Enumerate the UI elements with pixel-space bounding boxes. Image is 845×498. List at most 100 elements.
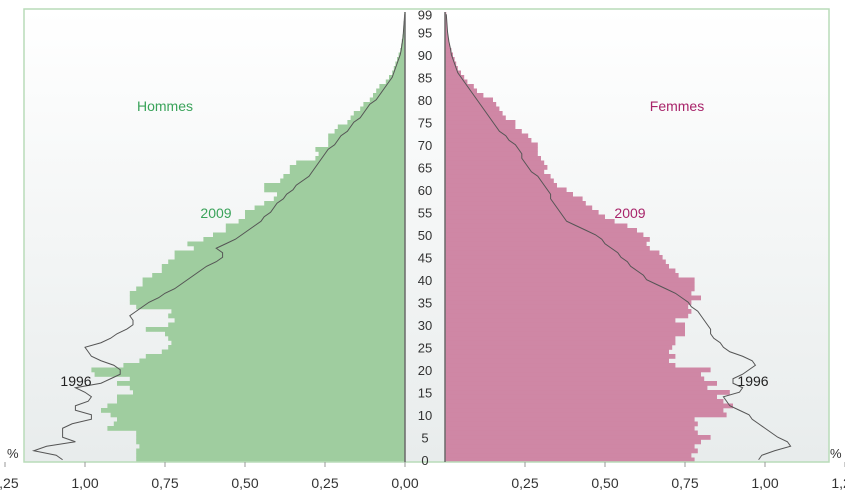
x-tick-label-left: 1,00 (71, 475, 98, 491)
age-tick-label: 60 (418, 183, 432, 198)
bar-hommes-2009 (353, 111, 405, 116)
age-tick-label: 25 (418, 340, 432, 355)
bar-femmes-2009 (445, 214, 605, 220)
x-tick-label-right: 1,25 (831, 475, 845, 491)
bar-femmes-2009 (445, 421, 698, 427)
x-tick-label-left: 0,25 (311, 475, 338, 491)
bar-femmes-2009 (445, 340, 676, 346)
bar-femmes-2009 (445, 250, 660, 256)
bar-femmes-2009 (445, 286, 695, 292)
bar-hommes-2009 (145, 327, 406, 332)
year-2009-right-label: 2009 (614, 205, 645, 221)
bar-hommes-2009 (174, 255, 405, 260)
bar-femmes-2009 (445, 327, 685, 332)
bar-hommes-2009 (337, 124, 405, 130)
bar-femmes-2009 (445, 295, 701, 301)
bar-femmes-2009 (445, 367, 711, 373)
bar-femmes-2009 (445, 331, 685, 337)
bar-femmes-2009 (445, 147, 538, 152)
x-tick-label-left: 1,25 (0, 475, 19, 491)
bar-femmes-2009 (445, 196, 583, 202)
bar-hommes-2009 (385, 79, 405, 85)
plot-frame (23, 8, 830, 463)
bar-hommes-2009 (402, 34, 405, 40)
bar-femmes-2009 (445, 97, 493, 103)
bar-hommes-2009 (136, 435, 405, 440)
bar-femmes-2009 (445, 48, 452, 53)
bar-hommes-2009 (334, 129, 405, 134)
bar-hommes-2009 (136, 448, 405, 454)
bar-femmes-2009 (445, 277, 695, 283)
bar-hommes-2009 (193, 246, 405, 251)
bar-femmes-2009 (445, 435, 711, 440)
bar-femmes-2009 (445, 399, 724, 404)
age-tick-label: 50 (418, 228, 432, 243)
unit-label-right: % (830, 446, 842, 461)
bar-hommes-2009 (360, 106, 405, 112)
bar-femmes-2009 (445, 129, 522, 134)
bar-femmes-2009 (445, 25, 448, 31)
age-tick-label: 75 (418, 115, 432, 130)
bar-hommes-2009 (165, 331, 405, 337)
bar-hommes-2009 (117, 381, 405, 386)
bar-femmes-2009 (445, 187, 567, 193)
bar-hommes-2009 (296, 160, 405, 166)
bar-hommes-2009 (136, 304, 405, 310)
bar-femmes-2009 (445, 223, 628, 229)
x-tick-label-left: 0,75 (151, 475, 178, 491)
bar-hommes-2009 (280, 178, 405, 184)
series-1996-lines (31, 14, 792, 461)
bar-hommes-2009 (142, 282, 405, 287)
bar-femmes-2009 (445, 255, 663, 260)
bar-femmes-2009 (445, 300, 692, 305)
bar-hommes-2009 (161, 264, 405, 269)
bar-hommes-2009 (328, 138, 405, 143)
bar-femmes-2009 (445, 439, 701, 445)
bar-hommes-2009 (139, 444, 405, 449)
bar-femmes-2009 (445, 376, 705, 382)
bar-femmes-2009 (445, 453, 692, 458)
bar-femmes-2009 (445, 21, 447, 26)
bar-femmes-2009 (445, 394, 717, 400)
bar-hommes-2009 (289, 169, 405, 175)
bar-femmes-2009 (445, 106, 500, 112)
bar-hommes-2009 (136, 286, 405, 292)
age-tick-label: 99 (418, 7, 432, 22)
bar-hommes-2009 (101, 408, 405, 413)
bar-femmes-2009 (445, 264, 669, 269)
age-tick-label: 0 (421, 453, 428, 468)
bar-hommes-2009 (171, 340, 405, 346)
bar-femmes-2009 (445, 120, 516, 125)
bar-femmes-2009 (445, 309, 692, 314)
bar-hommes-2009 (145, 354, 406, 359)
x-tick-label-left: 0,00 (391, 475, 418, 491)
bar-femmes-2009 (445, 151, 538, 157)
bar-hommes-2009 (328, 133, 405, 139)
bar-femmes-2009 (445, 381, 717, 386)
bar-hommes-2009 (350, 115, 405, 121)
bar-femmes-2009 (445, 133, 529, 139)
bar-femmes-2009 (445, 57, 455, 62)
bar-hommes-2009 (225, 228, 405, 233)
bar-hommes-2009 (123, 363, 406, 368)
bar-hommes-2009 (129, 376, 406, 382)
bar-hommes-2009 (373, 93, 405, 98)
bar-hommes-2009 (398, 52, 405, 58)
bar-femmes-2009 (445, 408, 724, 413)
bar-femmes-2009 (445, 70, 461, 76)
age-tick-labels: 0 5 10 15 20 25 30 35 40 45 50 55 60 65 70 75 80 85 90 95 99 (418, 7, 432, 468)
bar-hommes-2009 (174, 250, 405, 256)
bar-hommes-2009 (254, 205, 405, 211)
bar-hommes-2009 (392, 70, 405, 76)
bar-hommes-2009 (273, 196, 405, 202)
bar-hommes-2009 (369, 97, 405, 103)
bar-femmes-2009 (445, 16, 447, 22)
hommes-label: Hommes (137, 98, 193, 114)
bar-hommes-2009 (315, 147, 405, 152)
bar-femmes-2009 (445, 412, 727, 418)
bar-femmes-2009 (445, 138, 532, 143)
bar-femmes-2009 (445, 304, 689, 310)
femmes-label: Femmes (650, 98, 704, 114)
